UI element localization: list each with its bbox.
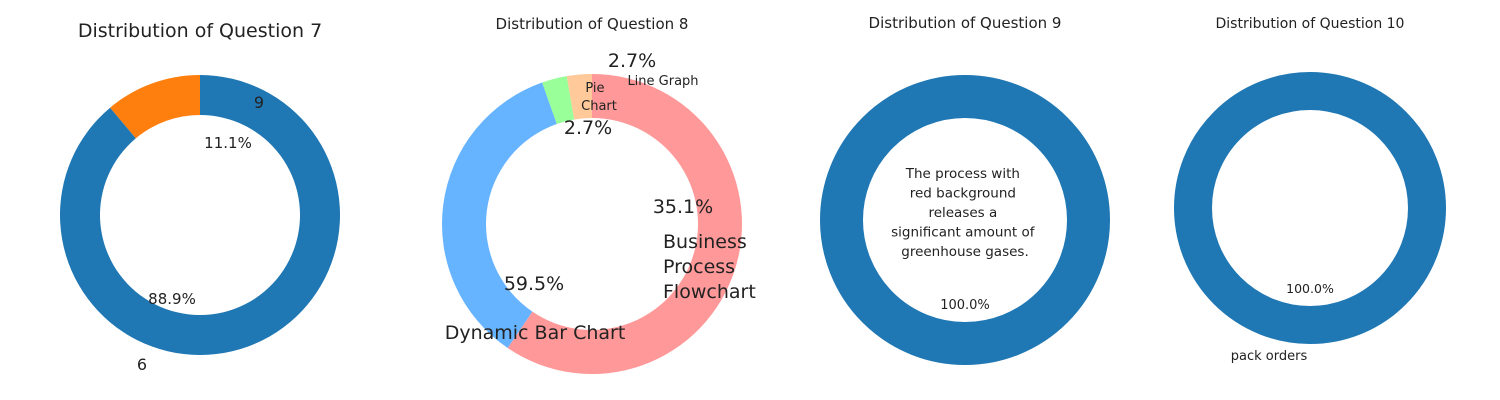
category-label-slice-0: 9 [254, 93, 264, 112]
pct-label-slice-0: 11.1% [204, 134, 252, 152]
pct-label-slice-0: 2.7% [564, 117, 612, 139]
category-label-line-4: significant amount of [891, 225, 1036, 241]
category-label-line-1: The process with [905, 166, 1020, 182]
chart-question-7: Distribution of Question 7 11.1% 88.9% 9… [59, 20, 340, 374]
category-label-line-3: releases a [928, 205, 997, 221]
pct-label-slice-0: 100.0% [1286, 281, 1334, 296]
pct-label-slice-0: 100.0% [940, 298, 990, 313]
category-label-slice-2-line-2: Process [663, 256, 735, 278]
donut-slice-2 [442, 82, 557, 349]
donut-slice-3 [507, 74, 743, 374]
category-label-line-2: red background [910, 186, 1016, 202]
chart-question-10: Distribution of Question 10 100.0% pack … [1174, 16, 1446, 364]
category-label-slice-1: Line Graph [627, 74, 698, 89]
category-label-slice-0-line-2: Chart [581, 99, 617, 114]
chart-title: Distribution of Question 7 [78, 20, 322, 42]
category-label-slice-0: pack orders [1231, 349, 1308, 364]
donut-slice-0 [1174, 72, 1446, 344]
chart-question-9: Distribution of Question 9 The process w… [820, 14, 1110, 365]
pct-label-slice-2: 35.1% [653, 196, 713, 218]
chart-title: Distribution of Question 10 [1216, 16, 1405, 32]
category-label-slice-0: The process with red background releases… [891, 166, 1039, 260]
donut-slices [59, 75, 340, 355]
donut-slice-1 [59, 75, 340, 355]
category-label-slice-0: Pie Chart [581, 81, 617, 114]
category-label-line-5: greenhouse gases. [901, 244, 1029, 260]
chart-title: Distribution of Question 9 [869, 14, 1062, 32]
donut-slices [442, 74, 743, 374]
donut-slice-0 [566, 74, 592, 120]
donut-slices [1174, 72, 1446, 344]
category-label-slice-1: 6 [137, 355, 147, 374]
category-label-slice-3: Dynamic Bar Chart [445, 322, 626, 344]
donut-slice-0 [110, 75, 200, 139]
pct-label-slice-1: 2.7% [608, 50, 656, 72]
category-label-slice-0-line-1: Pie [585, 81, 604, 96]
category-label-slice-2-line-1: Business [663, 231, 747, 253]
chart-title: Distribution of Question 8 [496, 15, 689, 33]
pct-label-slice-3: 59.5% [504, 273, 564, 295]
category-label-slice-2-line-3: Flowchart [663, 281, 756, 303]
chart-question-8: Distribution of Question 8 2.7% Line Gra… [442, 15, 756, 374]
pct-label-slice-1: 88.9% [148, 290, 196, 308]
donut-slice-0 [820, 75, 1110, 365]
donut-slice-1 [542, 76, 575, 125]
category-label-slice-2: Business Process Flowchart [663, 231, 756, 303]
donut-slices [820, 75, 1110, 365]
